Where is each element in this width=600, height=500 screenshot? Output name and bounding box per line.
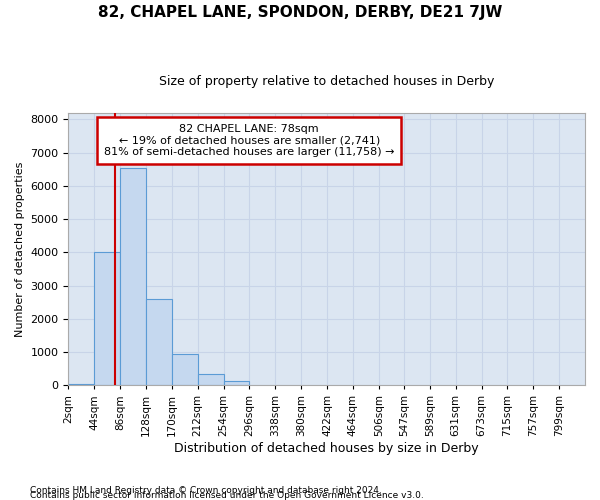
Bar <box>172 354 198 386</box>
Bar <box>198 374 224 386</box>
Bar <box>120 168 146 386</box>
Bar <box>68 384 94 386</box>
Bar <box>94 252 120 386</box>
Y-axis label: Number of detached properties: Number of detached properties <box>15 162 25 336</box>
Bar <box>224 380 250 386</box>
Title: Size of property relative to detached houses in Derby: Size of property relative to detached ho… <box>159 75 494 88</box>
X-axis label: Distribution of detached houses by size in Derby: Distribution of detached houses by size … <box>175 442 479 455</box>
Text: 82, CHAPEL LANE, SPONDON, DERBY, DE21 7JW: 82, CHAPEL LANE, SPONDON, DERBY, DE21 7J… <box>98 5 502 20</box>
Text: 82 CHAPEL LANE: 78sqm
← 19% of detached houses are smaller (2,741)
81% of semi-d: 82 CHAPEL LANE: 78sqm ← 19% of detached … <box>104 124 394 157</box>
Bar <box>146 299 172 386</box>
Text: Contains HM Land Registry data © Crown copyright and database right 2024.: Contains HM Land Registry data © Crown c… <box>30 486 382 495</box>
Text: Contains public sector information licensed under the Open Government Licence v3: Contains public sector information licen… <box>30 491 424 500</box>
